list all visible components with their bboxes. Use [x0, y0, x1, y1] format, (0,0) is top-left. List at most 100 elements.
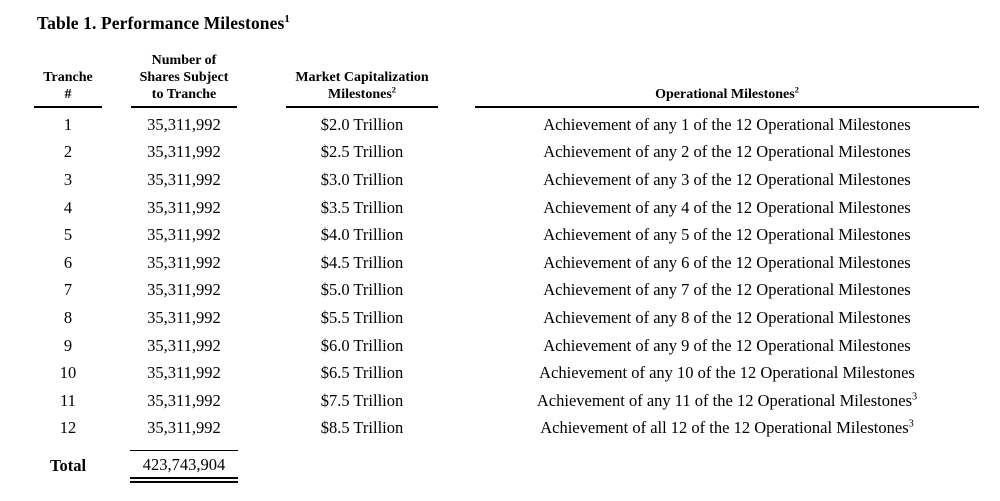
shares-cell: 35,311,992 — [147, 307, 221, 327]
table-row: 12 35,311,992 $8.5 Trillion Achievement … — [28, 415, 990, 443]
header-operational-footnote-marker: 2 — [794, 85, 799, 95]
table-body: 1 35,311,992 $2.0 Trillion Achievement o… — [28, 111, 990, 442]
header-market-cap-line2: Milestones2 — [260, 86, 464, 103]
header-shares-line2: Shares Subject — [139, 70, 229, 85]
operational-milestone-cell: Achievement of any 7 of the 12 Operation… — [464, 277, 990, 305]
table-title-footnote-marker: 1 — [284, 13, 290, 26]
operational-milestone-cell: Achievement of any 2 of the 12 Operation… — [464, 139, 990, 167]
header-market-cap-line2-text: Milestones — [328, 87, 392, 102]
table-row: 1 35,311,992 $2.0 Trillion Achievement o… — [28, 111, 990, 139]
shares-cell: 35,311,992 — [147, 418, 221, 438]
total-shares-cell: 423,743,904 — [108, 442, 260, 489]
operational-milestone-cell: Achievement of any 4 of the 12 Operation… — [464, 194, 990, 222]
tranche-number-cell: 8 — [63, 307, 73, 327]
shares-cell: 35,311,992 — [147, 225, 221, 245]
header-tranche-line2: # — [64, 87, 72, 102]
total-market-cap-cell-empty — [260, 442, 464, 489]
operational-milestone-footnote-marker: 3 — [912, 391, 918, 403]
header-rule-operational — [475, 106, 979, 108]
operational-milestone-text: Achievement of any 8 of the 12 Operation… — [543, 307, 911, 327]
operational-milestone-cell: Achievement of all 12 of the 12 Operatio… — [464, 415, 990, 443]
market-cap-milestone-cell: $3.5 Trillion — [320, 197, 404, 217]
total-shares-value: 423,743,904 — [130, 449, 238, 483]
tranche-number-cell: 4 — [63, 197, 73, 217]
tranche-number-cell: 11 — [60, 390, 76, 410]
column-header-market-cap: Market Capitalization Milestones2 — [260, 52, 464, 111]
operational-milestone-text: Achievement of any 7 of the 12 Operation… — [543, 280, 911, 300]
market-cap-milestone-cell: $7.5 Trillion — [320, 390, 404, 410]
performance-milestones-table: Tranche # Number of Shares Subject to Tr… — [28, 52, 990, 489]
table-header: Tranche # Number of Shares Subject to Tr… — [28, 52, 990, 111]
market-cap-milestone-cell: $2.0 Trillion — [320, 114, 404, 134]
tranche-number-cell: 3 — [63, 169, 73, 189]
shares-cell: 35,311,992 — [147, 252, 221, 272]
tranche-number-cell: 7 — [63, 280, 73, 300]
header-operational-line: Operational Milestones2 — [464, 86, 990, 103]
operational-milestone-text: Achievement of any 4 of the 12 Operation… — [543, 197, 911, 217]
operational-milestone-text: Achievement of any 2 of the 12 Operation… — [543, 142, 911, 162]
operational-milestone-cell: Achievement of any 9 of the 12 Operation… — [464, 332, 990, 360]
market-cap-milestone-cell: $5.5 Trillion — [320, 307, 404, 327]
operational-milestone-footnote-marker: 3 — [908, 418, 914, 430]
table-row: 3 35,311,992 $3.0 Trillion Achievement o… — [28, 166, 990, 194]
column-header-tranche: Tranche # — [28, 52, 108, 111]
operational-milestone-text: Achievement of all 12 of the 12 Operatio… — [540, 418, 909, 438]
operational-milestone-text: Achievement of any 9 of the 12 Operation… — [543, 335, 911, 355]
market-cap-milestone-cell: $8.5 Trillion — [320, 418, 404, 438]
tranche-number-cell: 2 — [63, 142, 73, 162]
shares-cell: 35,311,992 — [147, 280, 221, 300]
header-market-cap-line1: Market Capitalization — [295, 70, 429, 85]
header-operational-text: Operational Milestones — [655, 87, 795, 102]
table-row: 10 35,311,992 $6.5 Trillion Achievement … — [28, 359, 990, 387]
market-cap-milestone-cell: $2.5 Trillion — [320, 142, 404, 162]
shares-cell: 35,311,992 — [147, 335, 221, 355]
table-row: 7 35,311,992 $5.0 Trillion Achievement o… — [28, 277, 990, 305]
operational-milestone-cell: Achievement of any 3 of the 12 Operation… — [464, 166, 990, 194]
table-row: 8 35,311,992 $5.5 Trillion Achievement o… — [28, 304, 990, 332]
operational-milestone-text: Achievement of any 11 of the 12 Operatio… — [536, 390, 912, 410]
shares-cell: 35,311,992 — [147, 142, 221, 162]
operational-milestone-cell: Achievement of any 6 of the 12 Operation… — [464, 249, 990, 277]
shares-cell: 35,311,992 — [147, 197, 221, 217]
table-row: 2 35,311,992 $2.5 Trillion Achievement o… — [28, 139, 990, 167]
tranche-number-cell: 9 — [63, 335, 73, 355]
market-cap-milestone-cell: $4.5 Trillion — [320, 252, 404, 272]
shares-cell: 35,311,992 — [147, 390, 221, 410]
tranche-number-cell: 1 — [63, 114, 73, 134]
tranche-number-cell: 6 — [63, 252, 73, 272]
table-title-text: Table 1. Performance Milestones — [37, 13, 285, 33]
shares-cell: 35,311,992 — [147, 114, 221, 134]
shares-cell: 35,311,992 — [147, 169, 221, 189]
header-market-cap-footnote-marker: 2 — [391, 85, 396, 95]
total-label: Total — [49, 456, 87, 476]
header-rule-market-cap — [286, 106, 438, 108]
header-tranche-line1: Tranche — [43, 70, 93, 85]
total-row: Total 423,743,904 — [28, 442, 990, 489]
operational-milestone-text: Achievement of any 3 of the 12 Operation… — [543, 169, 911, 189]
tranche-number-cell: 10 — [59, 363, 77, 383]
operational-milestone-cell: Achievement of any 8 of the 12 Operation… — [464, 304, 990, 332]
operational-milestone-text: Achievement of any 10 of the 12 Operatio… — [539, 363, 915, 383]
table-row: 6 35,311,992 $4.5 Trillion Achievement o… — [28, 249, 990, 277]
market-cap-milestone-cell: $6.0 Trillion — [320, 335, 404, 355]
header-rule-tranche — [34, 106, 102, 108]
shares-cell: 35,311,992 — [147, 363, 221, 383]
tranche-number-cell: 12 — [59, 418, 77, 438]
table-title: Table 1. Performance Milestones1 — [37, 13, 290, 34]
operational-milestone-text: Achievement of any 5 of the 12 Operation… — [543, 225, 911, 245]
header-rule-shares — [131, 106, 237, 108]
table-row: 11 35,311,992 $7.5 Trillion Achievement … — [28, 387, 990, 415]
header-shares-line3: to Tranche — [151, 87, 217, 102]
operational-milestone-cell: Achievement of any 10 of the 12 Operatio… — [464, 359, 990, 387]
market-cap-milestone-cell: $6.5 Trillion — [320, 363, 404, 383]
market-cap-milestone-cell: $4.0 Trillion — [320, 225, 404, 245]
table-row: 9 35,311,992 $6.0 Trillion Achievement o… — [28, 332, 990, 360]
market-cap-milestone-cell: $3.0 Trillion — [320, 169, 404, 189]
operational-milestone-text: Achievement of any 6 of the 12 Operation… — [543, 252, 911, 272]
total-operational-cell-empty — [464, 442, 990, 489]
operational-milestone-cell: Achievement of any 5 of the 12 Operation… — [464, 221, 990, 249]
market-cap-milestone-cell: $5.0 Trillion — [320, 280, 404, 300]
column-header-operational: Operational Milestones2 — [464, 52, 990, 111]
header-shares-line1: Number of — [151, 53, 217, 68]
